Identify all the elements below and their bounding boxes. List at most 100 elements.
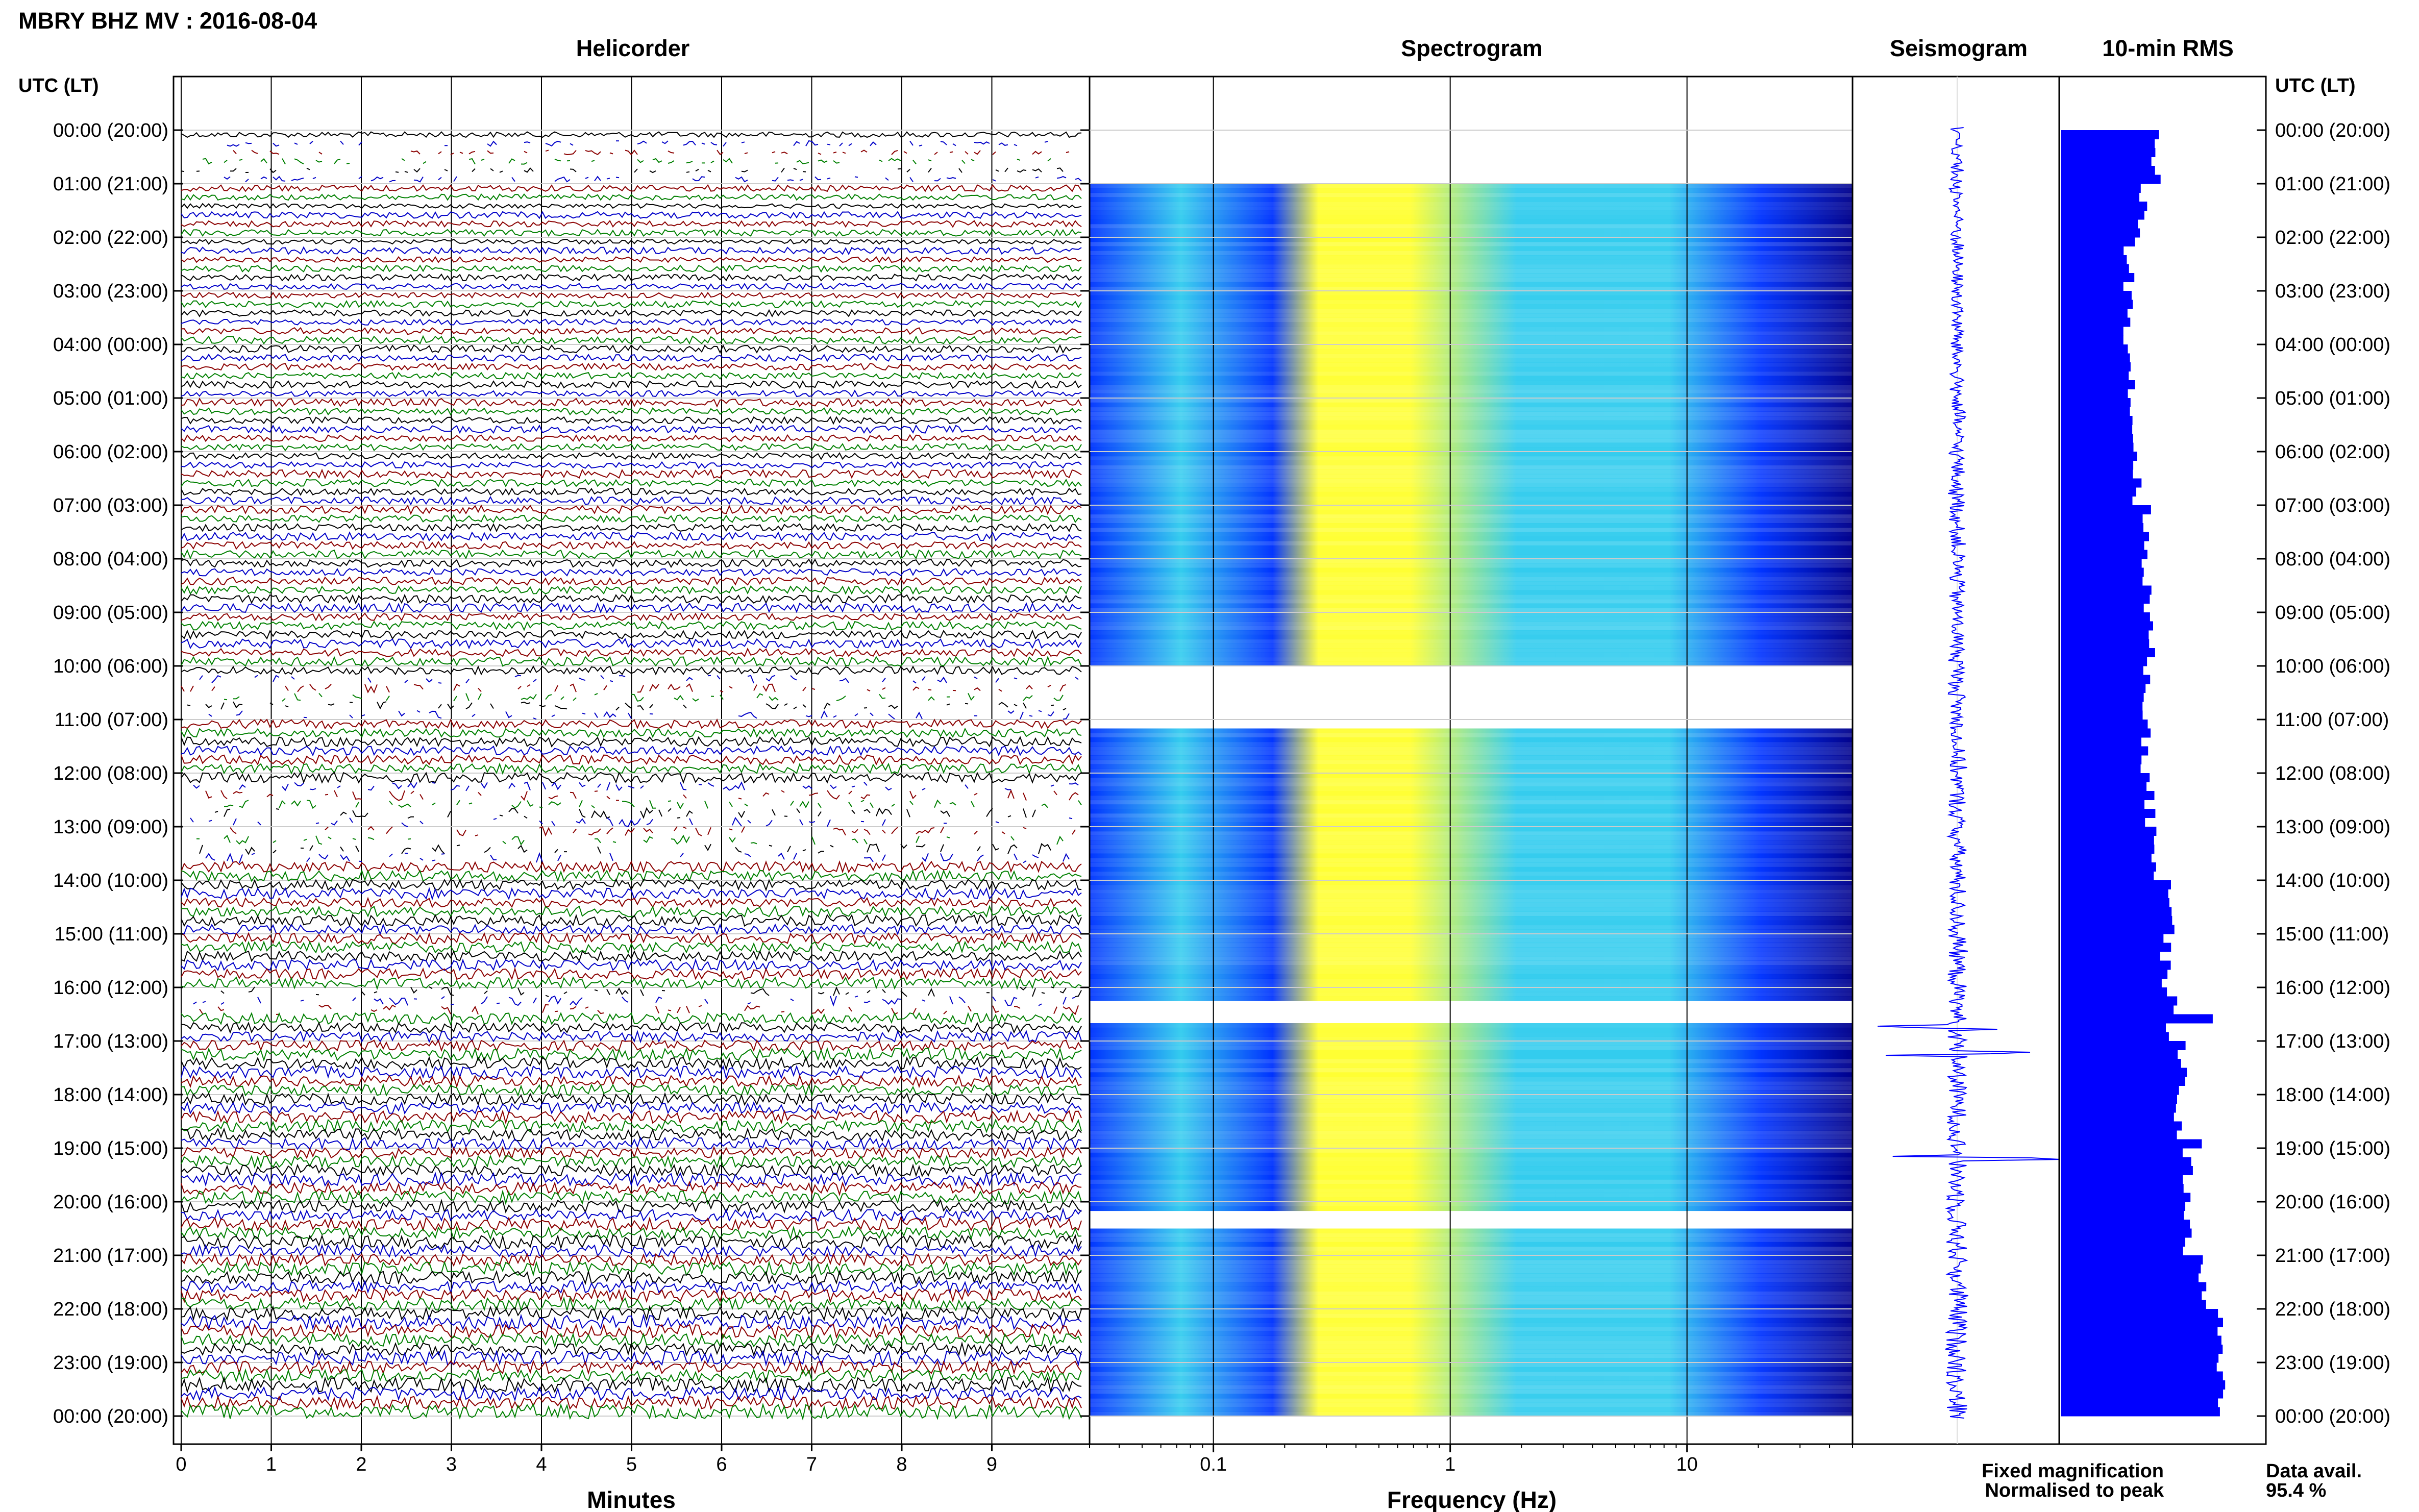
spectrogram-row [1090,1193,1853,1198]
rms-bar [2061,1220,2190,1229]
helicorder-trace-line [181,1225,1082,1241]
rms-bar [2061,639,2150,649]
spectrogram-row [1090,550,1853,555]
spectrogram-row [1090,1148,1853,1153]
rms-bar [2061,1398,2218,1407]
helicorder-trace-line [181,203,1082,209]
helicorder-title: Helicorder [576,35,690,61]
rms-bar [2061,192,2139,202]
spectrogram-row [1090,384,1853,390]
helicorder-trace-line [181,1118,1082,1133]
time-tick-right: 09:00 (05:00) [2275,602,2390,624]
spectrogram-row [1090,889,1853,894]
helicorder-x-tick-label: 5 [626,1454,637,1475]
spectrogram-row [1090,1054,1853,1059]
rms-bar [2061,184,2141,193]
rms-bar [2061,1255,2203,1265]
spectrogram-row [1090,1134,1853,1140]
spectrogram-row [1090,317,1853,323]
rms-bar [2061,1148,2183,1157]
spectrogram-row [1090,978,1853,983]
helicorder-trace-line [181,523,1082,533]
spectrogram-row [1090,996,1853,1001]
helicorder-trace-line [181,318,1082,326]
spectrogram-row [1090,1286,1853,1292]
spectrogram-row [1090,947,1853,952]
spectrogram-row [1090,295,1853,301]
spectrogram-row [1090,1300,1853,1305]
spectrogram-row [1090,577,1853,582]
time-tick-right: 20:00 (16:00) [2275,1192,2390,1213]
spectrogram-row [1090,845,1853,850]
rms-bar [2061,773,2150,782]
rms-bar [2061,1210,2184,1220]
helicorder-trace-line [181,1083,1082,1098]
spectrogram-row [1090,1246,1853,1251]
time-tick-right: 06:00 (02:00) [2275,441,2390,463]
spectrogram-row [1090,202,1853,207]
time-tick-left: 06:00 (02:00) [53,441,168,463]
time-tick-right: 17:00 (13:00) [2275,1031,2390,1052]
rms-bar [2061,960,2171,970]
helicorder-trace-line [181,335,1082,345]
rms-bar [2061,567,2144,577]
rms-bar [2061,657,2148,666]
spectrogram-row [1090,1251,1853,1256]
helicorder-trace-line [181,950,1082,962]
spectrogram-row [1090,1068,1853,1073]
spectrogram-row [1090,630,1853,635]
spectrogram-row [1090,273,1853,278]
time-tick-right: 04:00 (00:00) [2275,334,2390,356]
helicorder-trace-line [181,567,1082,577]
spectrogram-row [1090,1139,1853,1144]
rms-bar [2061,1041,2186,1050]
rms-bar [2061,1050,2178,1059]
time-tick-left: 11:00 (07:00) [55,709,168,731]
spectrogram-row [1090,1322,1853,1327]
rms-bar [2061,612,2150,622]
spectrogram-row [1090,1349,1853,1354]
rms-bar [2061,300,2133,309]
helicorder-trace-line [181,612,1082,622]
rms-bar [2061,1237,2185,1247]
rms-title: 10-min RMS [2102,35,2234,61]
spectrogram-row [1090,197,1853,202]
spectrogram-row [1090,1175,1853,1180]
time-tick-right: 21:00 (17:00) [2275,1245,2390,1267]
spectrogram-row [1090,447,1853,452]
spectrogram-row [1090,514,1853,519]
spectrogram-row [1090,224,1853,229]
helicorder-trace-line [181,1039,1082,1052]
spectrogram-row [1090,1371,1853,1376]
time-axis-label-right: UTC (LT) [2275,75,2356,96]
helicorder-trace-line [181,620,1082,631]
spectrogram-row [1090,366,1853,372]
spectrogram-row [1090,1050,1853,1055]
spectrogram-row [1090,1295,1853,1301]
helicorder-x-tick-label: 3 [446,1454,457,1475]
spectrogram-row [1090,1345,1853,1350]
spectrogram-row [1090,1095,1853,1100]
helicorder-trace-line [181,727,1082,738]
helicorder-trace-line [190,816,1073,828]
spectrogram-row [1090,487,1853,492]
helicorder-trace-line [181,1163,1082,1177]
helicorder-trace-line [181,718,1082,730]
spectrogram-row [1090,1335,1853,1341]
spectrogram-row [1090,1228,1853,1233]
helicorder-grid [174,77,2266,1444]
spectrogram-row [1090,241,1853,247]
spectrogram-row [1090,1398,1853,1403]
helicorder-trace-line [181,362,1082,371]
time-tick-left: 21:00 (17:00) [53,1245,168,1267]
spectrogram-row [1090,286,1853,291]
helicorder-trace-line [181,531,1082,542]
spectrogram-row [1090,822,1853,827]
rms-bar [2061,210,2144,220]
spectrogram-row [1090,282,1853,287]
time-tick-left: 16:00 (12:00) [53,977,168,999]
helicorder-traces [181,131,1082,1421]
helicorder-trace-line [181,398,1082,408]
spectrogram-row [1090,1202,1853,1207]
spectrogram-row [1090,1170,1853,1176]
